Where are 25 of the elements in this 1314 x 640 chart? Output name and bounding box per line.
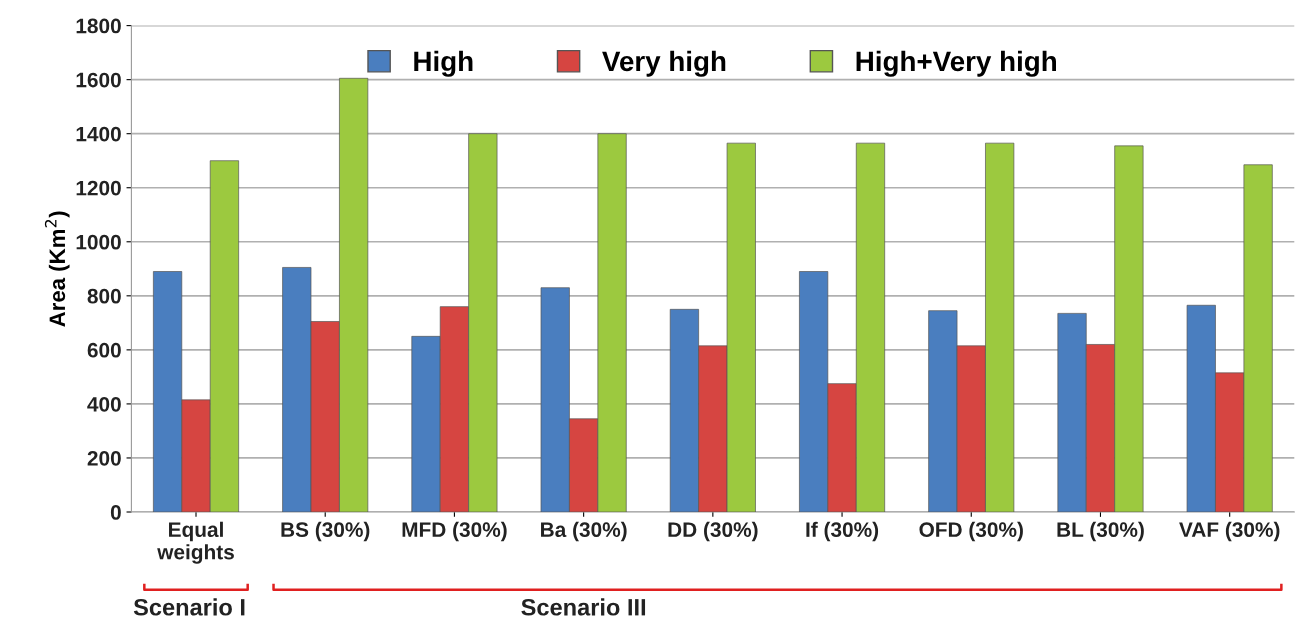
x-tick-label: Ba (30%) <box>541 521 627 542</box>
y-tick-label: 1000 <box>76 234 121 250</box>
text: Scenario III <box>521 598 646 616</box>
y-axis-title: Area (Km$^{2}$) <box>44 211 70 327</box>
legend-label: Very high <box>602 50 726 77</box>
y-tick-label: 1200 <box>76 180 121 196</box>
legend-label: High+Very high <box>856 50 1056 77</box>
x-tick-label: OFD (30%) <box>919 521 1023 542</box>
text: Scenario I <box>133 598 245 616</box>
x-tick-label: BL (30%) <box>1057 521 1144 542</box>
legend-label: High <box>414 50 473 77</box>
x-tick-label: Equal weights <box>157 521 234 564</box>
y-tick-label: 1600 <box>76 72 121 88</box>
x-tick-label: VAF (30%) <box>1179 521 1280 542</box>
x-tick-label: MFD (30%) <box>402 521 507 542</box>
x-tick-label: DD (30%) <box>668 521 758 542</box>
y-tick-label: 800 <box>87 288 121 304</box>
y-tick-label: 1800 <box>76 18 121 34</box>
y-tick-label: 600 <box>87 342 121 358</box>
x-tick-label: If (30%) <box>806 521 879 542</box>
x-tick-label: BS (30%) <box>281 521 370 542</box>
y-tick-label: 1400 <box>76 126 121 142</box>
y-tick-label: 400 <box>87 396 121 412</box>
y-tick-label: 200 <box>87 450 121 466</box>
y-tick-label: 0 <box>110 505 121 520</box>
